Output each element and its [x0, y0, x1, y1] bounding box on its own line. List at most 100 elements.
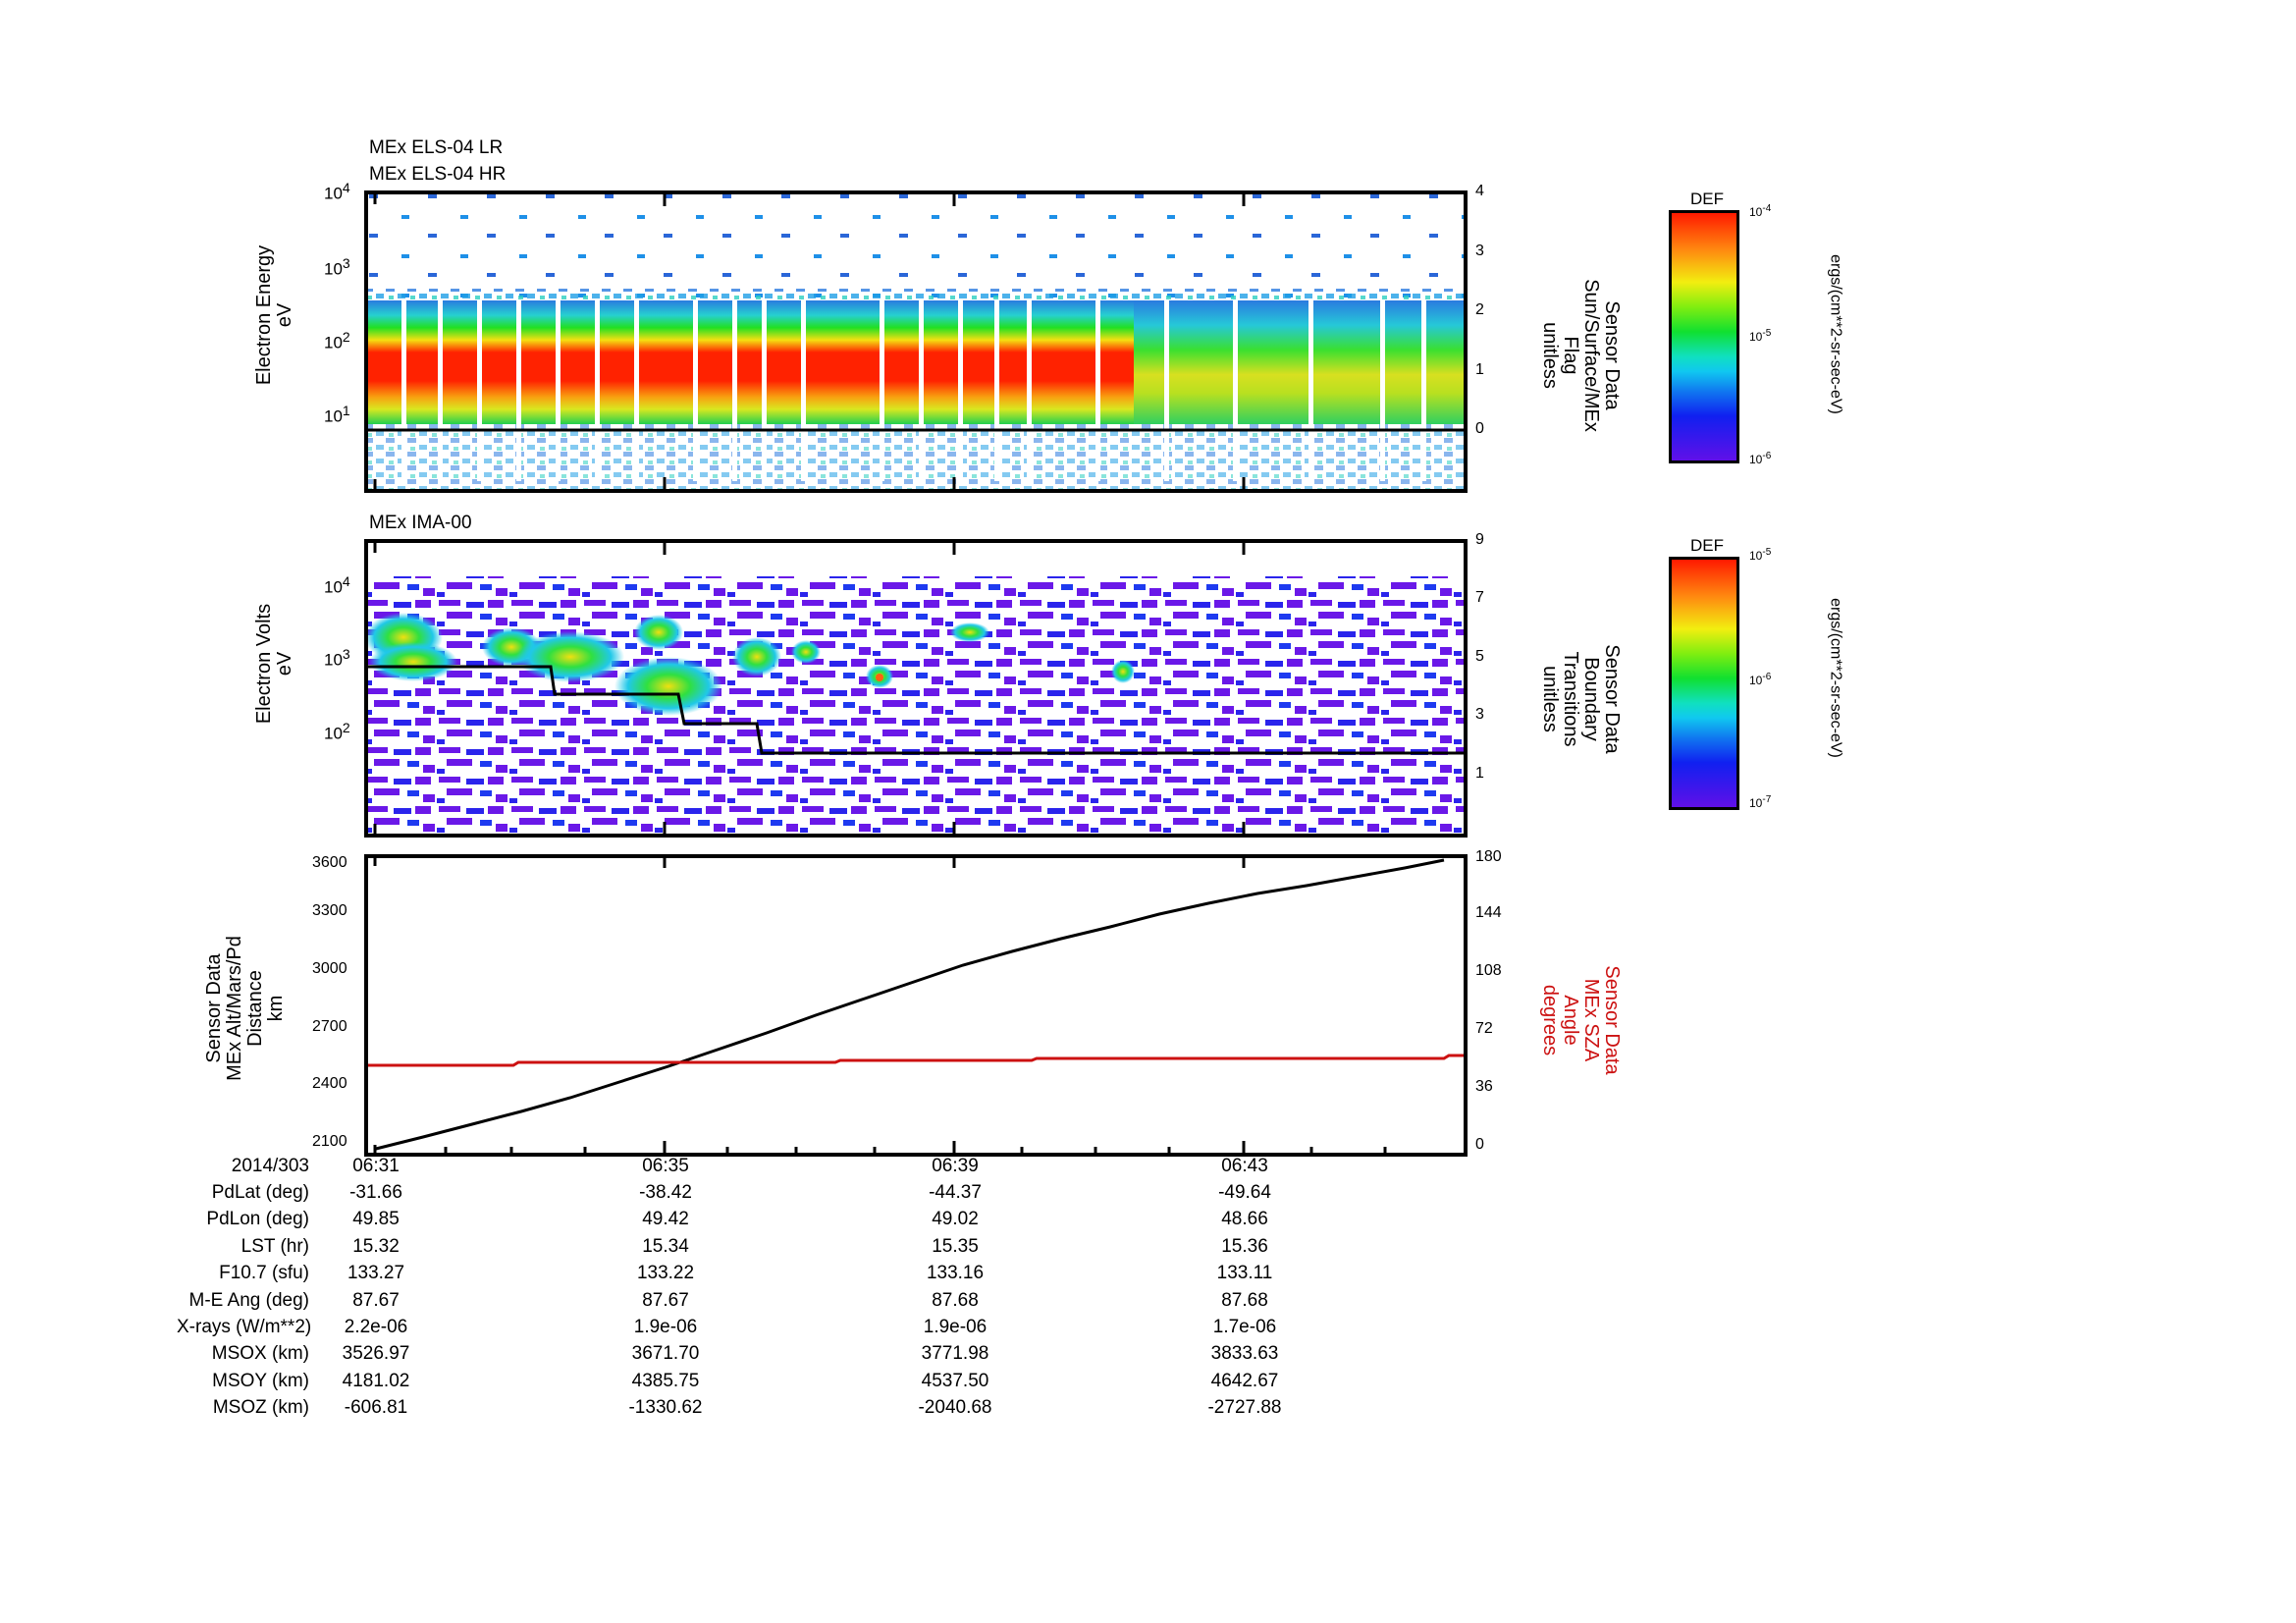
ephemeris-cell: 15.32: [352, 1235, 400, 1257]
ephemeris-cell: -38.42: [639, 1182, 692, 1203]
els-title-lr: MEx ELS-04 LR: [369, 137, 504, 158]
els-y2label-line2: Sun/Surface/MEx: [1580, 279, 1602, 432]
ima-right-tick-3: 3: [1475, 706, 1484, 723]
orbit-ylabel-line2: MEx Alt/Mars/Pd: [224, 936, 245, 1081]
ephemeris-cell: 87.68: [1221, 1289, 1268, 1311]
ephemeris-row-label: MSOX (km): [211, 1343, 309, 1365]
els-right-tick-4: 4: [1475, 183, 1484, 199]
ephemeris-cell: 48.66: [1221, 1209, 1268, 1230]
ephemeris-cell: 49.02: [932, 1209, 979, 1230]
els-ytick-1e2: 102: [324, 329, 350, 352]
orbit-ylabel-line4: km: [265, 995, 287, 1022]
ima-cb-tick-1e-5: 10-5: [1749, 547, 1772, 563]
orbit-right-tick-72: 72: [1475, 1020, 1493, 1037]
ima-y2label-line1: Sensor Data: [1601, 644, 1623, 754]
ephemeris-cell: 133.16: [926, 1263, 985, 1284]
ephemeris-cell: 4385.75: [631, 1370, 700, 1391]
ima-colorbar-title: DEF: [1690, 536, 1724, 555]
els-spectrogram: [364, 190, 1468, 493]
ima-cb-tick-1e-7: 10-7: [1749, 794, 1772, 810]
ephemeris-row-label: PdLon (deg): [206, 1209, 309, 1230]
ephemeris-cell: 1.9e-06: [923, 1316, 988, 1337]
ima-y2label-line3: Transitions: [1560, 651, 1581, 747]
orbit-line-plot-graphic: [364, 854, 1468, 1157]
ephemeris-cell: 87.68: [932, 1289, 979, 1311]
els-cb-tick-1e-6: 10-6: [1749, 451, 1772, 466]
ima-ylabel-line1: Electron Volts: [253, 603, 275, 725]
ephemeris-cell: 4537.50: [921, 1370, 989, 1391]
orbit-ylabel-line1: Sensor Data: [203, 953, 225, 1063]
els-right-tick-0: 0: [1475, 420, 1484, 437]
ephemeris-cell: 15.36: [1221, 1235, 1268, 1257]
ephemeris-cell: 1.7e-06: [1212, 1316, 1277, 1337]
orbit-y2label-line2: MEx SZA: [1580, 978, 1602, 1062]
els-title-hr: MEx ELS-04 HR: [369, 164, 507, 185]
time-tick-2: 06:39: [932, 1156, 979, 1176]
orbit-right-axis-label: Sensor Data MEx SZA Angle degrees: [1502, 965, 1659, 1074]
els-right-tick-1: 1: [1475, 361, 1484, 378]
els-colorbar-unit: ergs/(cm**2-sr-sec-eV): [1718, 254, 1953, 414]
ima-right-tick-7: 7: [1475, 589, 1484, 606]
ephemeris-row-label: X-rays (W/m**2): [177, 1316, 312, 1337]
els-ylabel-line2: eV: [274, 302, 295, 328]
ima-right-axis-label: Sensor Data Boundary Transitions unitles…: [1472, 644, 1688, 753]
orbit-ytick-2100: 2100: [312, 1133, 347, 1150]
ephemeris-cell: -44.37: [929, 1182, 982, 1203]
els-right-tick-2: 2: [1475, 301, 1484, 318]
ima-y2label-line4: unitless: [1539, 666, 1561, 732]
date-label: 2014/303: [231, 1156, 309, 1176]
ephemeris-cell: 3771.98: [921, 1343, 989, 1365]
ima-right-tick-1: 1: [1475, 765, 1484, 782]
orbit-ytick-2400: 2400: [312, 1075, 347, 1092]
ephemeris-cell: 15.35: [932, 1235, 979, 1257]
els-colorbar-title: DEF: [1690, 189, 1724, 208]
ephemeris-cell: 15.34: [642, 1235, 689, 1257]
ima-ytick-1e3: 103: [324, 646, 350, 670]
orbit-y2label-line3: Angle: [1560, 995, 1581, 1046]
els-ytick-1e3: 103: [324, 255, 350, 279]
orbit-right-tick-0: 0: [1475, 1136, 1484, 1153]
ephemeris-cell: -49.64: [1218, 1182, 1271, 1203]
ephemeris-cell: 133.22: [636, 1263, 695, 1284]
orbit-right-tick-144: 144: [1475, 904, 1502, 921]
ephemeris-row-label: PdLat (deg): [211, 1182, 309, 1203]
ephemeris-cell: 3526.97: [342, 1343, 410, 1365]
ephemeris-cell: 49.42: [642, 1209, 689, 1230]
orbit-right-tick-36: 36: [1475, 1078, 1493, 1095]
time-tick-3: 06:43: [1221, 1156, 1268, 1176]
ephemeris-cell: 133.11: [1216, 1263, 1273, 1284]
els-y2label-line3: Flag: [1560, 336, 1581, 375]
ephemeris-cell: 133.27: [347, 1263, 405, 1284]
orbit-y2label-line1: Sensor Data: [1601, 965, 1623, 1075]
ima-ytick-1e4: 104: [324, 573, 350, 597]
els-y2label-line4: unitless: [1539, 322, 1561, 389]
ephemeris-cell: -2727.88: [1207, 1397, 1282, 1419]
orbit-y2label-line4: degrees: [1539, 984, 1561, 1056]
ephemeris-cell: 4642.67: [1210, 1370, 1279, 1391]
ephemeris-cell: 1.9e-06: [633, 1316, 698, 1337]
orbit-right-tick-108: 108: [1475, 962, 1502, 979]
orbit-ytick-3000: 3000: [312, 960, 347, 977]
ima-colorbar-unit-text: ergs/(cm**2-sr-sec-eV): [1827, 598, 1844, 758]
els-colorbar-unit-text: ergs/(cm**2-sr-sec-eV): [1827, 254, 1844, 414]
els-cb-tick-1e-4: 10-4: [1749, 203, 1772, 219]
els-ytick-1e4: 104: [324, 180, 350, 203]
orbit-left-axis-label: Sensor Data MEx Alt/Mars/Pd Distance km: [147, 936, 344, 1081]
ephemeris-cell: 87.67: [352, 1289, 400, 1311]
ephemeris-cell: 3833.63: [1210, 1343, 1279, 1365]
ephemeris-cell: 4181.02: [342, 1370, 410, 1391]
ima-spectrogram: [364, 539, 1468, 838]
ima-ytick-1e2: 102: [324, 720, 350, 743]
ephemeris-row-label: F10.7 (sfu): [219, 1263, 309, 1284]
ephemeris-row-label: MSOZ (km): [212, 1397, 309, 1419]
orbit-ytick-2700: 2700: [312, 1018, 347, 1035]
orbit-right-tick-180: 180: [1475, 848, 1502, 865]
ephemeris-cell: -606.81: [344, 1397, 408, 1419]
orbit-line-plot: [364, 854, 1468, 1159]
els-colorbar: [1669, 210, 1739, 463]
orbit-ytick-3600: 3600: [312, 854, 347, 871]
els-ytick-1e1: 101: [324, 403, 350, 426]
time-tick-1: 06:35: [642, 1156, 689, 1176]
els-y2label-line1: Sensor Data: [1601, 300, 1623, 410]
ephemeris-cell: 87.67: [642, 1289, 689, 1311]
